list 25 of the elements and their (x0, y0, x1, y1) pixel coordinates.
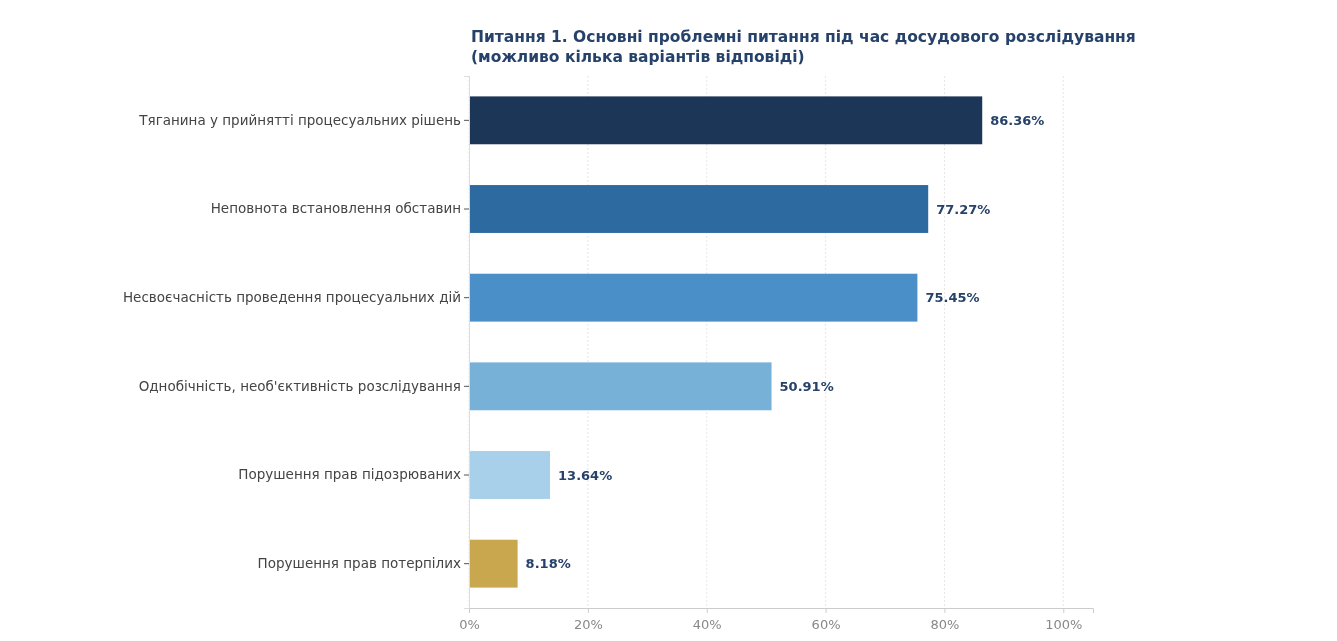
data-label: 50.91% (779, 378, 834, 394)
x-tick-label: 60% (811, 617, 841, 632)
data-label: 77.27% (936, 201, 991, 217)
bar (469, 539, 518, 588)
y-tick-label: Порушення прав потерпілих (257, 554, 462, 571)
x-tick-label: 80% (930, 617, 960, 632)
data-label: 86.36% (990, 112, 1045, 128)
data-label: 13.64% (558, 467, 613, 483)
x-tick-label: 100% (1045, 617, 1083, 632)
chart-title: Питання 1. Основні проблемні питання під час досудового розслідування (можливо кілька варіантів відповіді) (471, 28, 1136, 66)
data-label: 8.18% (525, 556, 571, 572)
x-tick-label: 20% (573, 617, 603, 632)
y-tick-label: Порушення прав підозрюваних (238, 466, 461, 483)
y-tick-label: Тяганина у прийнятті процесуальних рішень (138, 111, 462, 128)
data-label: 75.45% (925, 290, 980, 306)
x-tick-label: 0% (459, 617, 480, 632)
bar (469, 185, 929, 233)
y-tick-label: Неповнота встановлення обставин (210, 200, 461, 217)
y-tick-label: Однобічність, необ'єктивність розслідування (138, 377, 461, 394)
bar (469, 273, 918, 322)
x-tick-label: 40% (692, 617, 722, 632)
y-tick-label: Несвоєчасність проведення процесуальних дій (122, 288, 461, 305)
bar (469, 362, 772, 411)
bar (469, 96, 983, 145)
bar (469, 451, 551, 499)
